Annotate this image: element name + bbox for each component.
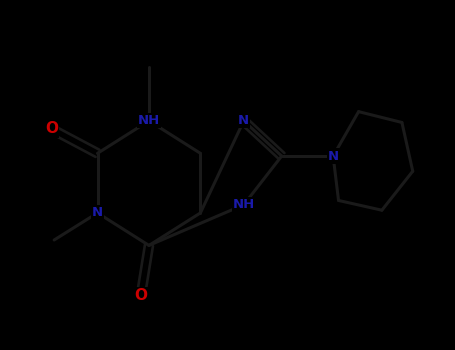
- Text: N: N: [328, 149, 339, 162]
- Text: N: N: [92, 206, 103, 219]
- Text: NH: NH: [233, 198, 255, 211]
- Text: O: O: [134, 288, 147, 303]
- Text: N: N: [238, 114, 249, 127]
- Text: O: O: [45, 121, 58, 136]
- Text: NH: NH: [138, 114, 160, 127]
